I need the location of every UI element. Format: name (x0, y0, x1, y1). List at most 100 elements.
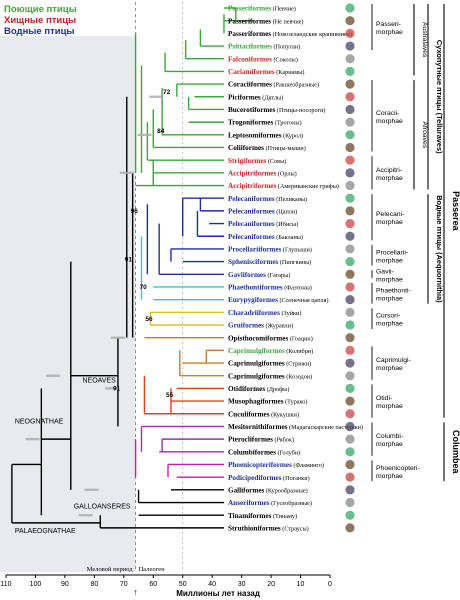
common-name: (Фаэтоны) (283, 285, 312, 292)
taxon-label: Coliiformes (Птицы-мыши) (228, 144, 306, 152)
axis-tick-label: 110 (0, 581, 11, 588)
clade-label-line: Columbi- (376, 433, 403, 440)
order-name: Pelecaniformes (228, 207, 275, 215)
order-name: Anseriformes (228, 499, 270, 507)
common-name: (Страусы) (281, 525, 309, 532)
common-name: (Колибри) (285, 348, 313, 355)
taxon-label: Gruiformes (Журавли) (228, 322, 293, 330)
clade-label: Procellarii-morphae (376, 249, 408, 264)
common-name: (Трогоны) (273, 120, 301, 127)
order-name: Sphenisciformes (228, 258, 279, 266)
bird-icon (345, 193, 355, 203)
clade-label-line: morphae (376, 321, 403, 328)
order-name: Galliformes (228, 486, 265, 494)
common-name: (Гоацин) (288, 335, 312, 342)
clade-label-line: Procellarii- (376, 249, 408, 256)
bird-icon (345, 345, 355, 355)
axis-tick-label: 20 (267, 581, 275, 588)
bird-icon (345, 295, 355, 305)
clade-label-line: morphae (376, 257, 403, 264)
bird-icon (345, 421, 355, 432)
common-name: (Курообразные) (264, 487, 307, 494)
bird-icon (345, 41, 355, 51)
clade-label-line: morphae (376, 219, 403, 226)
bird-icon (345, 92, 355, 102)
order-name: Gruiformes (228, 322, 264, 330)
common-name: (Попугаи) (272, 44, 300, 51)
common-name: (Новозеландские крапивники) (271, 31, 352, 38)
order-name: Caprimulgiformes (228, 372, 285, 380)
order-name: Caprimulgiformes (228, 360, 285, 368)
bird-icon (345, 371, 355, 381)
common-name: (Ибисы) (275, 221, 299, 228)
columbea-label: Columbea (451, 430, 460, 475)
bird-icon (345, 54, 355, 64)
taxon-label: Phaethontiformes (Фаэтоны) (228, 284, 312, 292)
period-paleogene: Палеоген (139, 566, 165, 573)
telluraves-label: Сухопутные птицы (Telluraves) (435, 40, 444, 154)
taxon-label: Psittaciformes (Попугаи) (228, 43, 300, 51)
support-value: 91 (113, 385, 121, 392)
clade-label-line: Cursori- (376, 313, 400, 320)
order-name: Trogoniformes (228, 119, 273, 127)
age-bar (105, 387, 120, 390)
bird-icon (345, 523, 355, 533)
taxon-label: Strigiformes (Совы) (228, 157, 286, 165)
order-name: Procellariiformes (228, 246, 282, 254)
order-name: Caprimulgiformes (228, 347, 285, 355)
taxon-label: Eurypygiformes (Солнечная цапля) (228, 296, 329, 304)
age-bar (25, 437, 40, 441)
bird-icon (345, 257, 355, 267)
order-name: Musophagiformes (228, 398, 284, 406)
order-name: Cariamiformes (228, 68, 275, 76)
taxon-label: Charadriiformes (Зуйки) (228, 309, 301, 317)
order-name: Pelecaniformes (228, 233, 275, 241)
bird-icon (345, 180, 355, 191)
order-name: Strigiformes (228, 157, 267, 165)
common-name: (Дрофы) (265, 386, 289, 393)
order-name: Pterocliformes (228, 436, 273, 444)
bird-icon (345, 3, 355, 13)
order-name: Falconiformes (228, 55, 272, 63)
bird-icon (345, 447, 355, 457)
order-name: Columbiformes (228, 448, 276, 456)
axis-title: Миллионы лет назад (176, 589, 260, 598)
clade-label: Phoenicopteri-morphae (376, 465, 420, 480)
order-name: Podicipediformes (228, 474, 282, 482)
bird-icon (345, 510, 355, 520)
taxon-label: Gaviiformes (Гагары) (228, 271, 290, 279)
order-name: Psittaciformes (228, 43, 272, 51)
bird-icon (345, 206, 355, 216)
taxon-label: Passeriformes (Не певчие) (228, 17, 303, 25)
clade-label: Cursori-morphae (376, 313, 403, 328)
bird-icon (345, 472, 355, 482)
bird-icon (345, 485, 355, 495)
taxon-label: Anseriformes (Гусеобразные) (228, 499, 312, 507)
taxon-label: Pelecaniformes (Пеликаны) (228, 195, 307, 203)
clade-label-line: morphae (376, 29, 403, 36)
common-name: (Поганки) (282, 475, 310, 482)
taxon-label: Cuculiformes (Кукушки) (228, 410, 299, 418)
bird-icon (345, 497, 355, 508)
taxon-label: Coraciiformes (Ракшеобразные) (228, 81, 319, 89)
taxon-label: Cariamiformes (Кариамы) (228, 68, 304, 76)
taxon-label: Mesitornithiformes (Мадагаскарские пасту… (228, 423, 363, 431)
taxon-label: Musophagiformes (Турако) (228, 398, 307, 406)
clade-label: Phaethonti-morphae (376, 287, 411, 302)
order-name: Phoenicopteriformes (228, 461, 292, 469)
taxon-label: Accipitriformes (Орлы) (228, 169, 297, 177)
axis-tick-label: 80 (90, 581, 98, 588)
clade-label: Otidi-morphae (376, 395, 403, 410)
bird-icon (345, 244, 355, 254)
passerea-label: Passerea (451, 191, 460, 232)
kpg-arrow-icon: ↑ (133, 587, 138, 597)
axis-tick-label: 10 (297, 581, 305, 588)
clade-label-line: morphae (376, 175, 403, 182)
taxon-label: Caprimulgiformes (Козодои) (228, 372, 312, 380)
bird-icon (345, 168, 355, 178)
common-name: (Орлы) (276, 170, 296, 177)
support-value: 55 (166, 392, 174, 399)
order-name: Struthioniformes (228, 524, 281, 532)
bird-icon (345, 231, 355, 241)
